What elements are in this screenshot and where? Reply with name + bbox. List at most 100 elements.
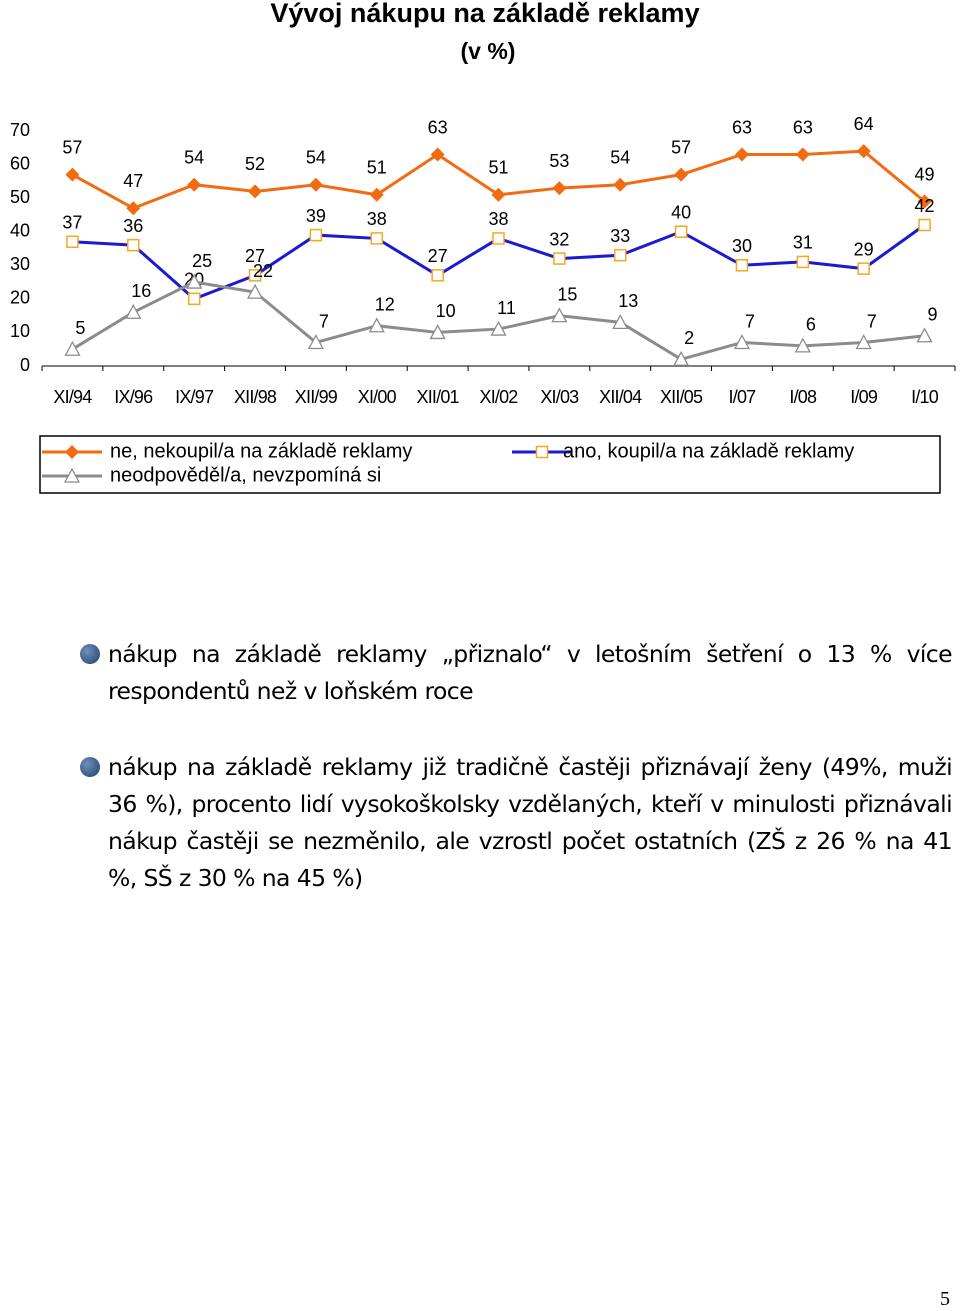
point — [856, 144, 871, 159]
data-label: 2 — [684, 328, 694, 348]
x-tick-label: XI/03 — [540, 387, 579, 407]
point — [307, 334, 324, 350]
point — [733, 334, 751, 350]
data-label: 32 — [549, 229, 569, 249]
data-label: 51 — [488, 158, 508, 178]
point — [795, 147, 810, 162]
point — [855, 334, 872, 350]
legend-label: neodpověděl/a, nevzpomíná si — [110, 464, 381, 486]
data-label: 30 — [732, 236, 752, 256]
data-label: 57 — [671, 137, 691, 157]
data-label: 16 — [131, 281, 151, 301]
data-label: 40 — [671, 202, 691, 222]
point — [491, 187, 506, 202]
x-tick-label: XII/99 — [295, 387, 338, 407]
point — [125, 303, 142, 319]
x-tick-label: XII/04 — [599, 387, 642, 407]
chart: Vývoj nákupu na základě reklamy (v %) 0 1… — [10, 0, 956, 494]
point — [65, 167, 80, 182]
y-tick-label: 60 — [10, 153, 30, 173]
bullet-text: nákup na základě reklamy již tradičně ča… — [108, 753, 953, 892]
data-label: 53 — [549, 151, 569, 171]
legend-marker — [65, 445, 79, 459]
x-tick-label: XII/01 — [417, 387, 460, 407]
point — [794, 337, 811, 353]
data-label: 6 — [806, 315, 816, 335]
data-label: 7 — [745, 311, 755, 331]
x-tick-label: XII/98 — [234, 387, 277, 407]
data-label: 7 — [319, 311, 329, 331]
point — [126, 201, 141, 216]
data-label: 25 — [192, 251, 212, 271]
x-tick-label: I/09 — [850, 387, 878, 407]
point — [796, 255, 810, 269]
data-label: 5 — [75, 318, 85, 338]
data-label: 64 — [854, 114, 874, 134]
point — [613, 177, 628, 192]
point — [674, 225, 688, 238]
point — [186, 273, 203, 289]
data-label: 7 — [867, 311, 877, 331]
data-label: 29 — [854, 239, 874, 259]
legend-label: ne, nekoupil/a na základě reklamy — [110, 440, 412, 462]
data-label: 27 — [245, 246, 265, 266]
y-tick-label: 70 — [10, 120, 30, 140]
data-label: 11 — [497, 298, 516, 318]
data-label: 54 — [610, 147, 630, 167]
point — [368, 317, 385, 333]
point — [187, 292, 201, 306]
point — [857, 262, 870, 275]
data-label: 33 — [610, 226, 630, 246]
point — [187, 177, 202, 192]
bullet-text: nákup na základě reklamy „přiznalo“ v le… — [108, 640, 953, 705]
data-label: 63 — [732, 117, 752, 137]
y-tick-label: 0 — [20, 355, 30, 375]
point — [612, 313, 629, 330]
point — [551, 307, 568, 323]
x-tick-label: XII/05 — [660, 387, 703, 407]
y-tick-label: 30 — [10, 254, 30, 274]
point — [552, 181, 567, 196]
data-label: 54 — [184, 147, 204, 167]
data-label: 54 — [306, 147, 326, 167]
data-label: 39 — [306, 206, 326, 226]
point — [918, 218, 931, 232]
point — [430, 147, 445, 162]
point — [735, 259, 749, 272]
data-label: 27 — [428, 246, 448, 266]
point — [369, 187, 384, 202]
y-tick-label: 40 — [10, 220, 30, 240]
x-tick-label: I/10 — [911, 387, 939, 407]
data-label: 31 — [793, 233, 813, 253]
data-label: 42 — [915, 196, 935, 216]
data-label: 37 — [62, 213, 82, 233]
x-tick-label: XI/00 — [358, 387, 397, 407]
y-tick-label: 20 — [10, 288, 30, 308]
legend-marker — [63, 467, 81, 483]
point — [248, 269, 262, 282]
data-label: 12 — [375, 294, 395, 314]
data-label: 15 — [557, 284, 577, 304]
x-tick-label: XI/94 — [53, 387, 92, 407]
point — [734, 147, 749, 162]
point — [553, 252, 566, 265]
data-label: 13 — [618, 291, 638, 311]
point — [309, 228, 323, 242]
data-label: 63 — [793, 117, 813, 137]
legend-label: ano, koupil/a na základě reklamy — [563, 440, 854, 462]
point — [674, 167, 689, 182]
point — [916, 327, 933, 343]
legend-box — [39, 435, 941, 494]
bullet-icon — [80, 757, 100, 777]
y-tick-label: 10 — [10, 321, 30, 341]
legend-marker — [535, 445, 549, 459]
data-label: 22 — [253, 261, 273, 281]
data-label: 10 — [436, 301, 456, 321]
point — [370, 232, 384, 245]
point — [492, 232, 505, 245]
point — [308, 177, 323, 192]
page-number: 5 — [940, 1288, 950, 1310]
data-label: 38 — [367, 209, 387, 229]
data-label: 9 — [928, 305, 938, 325]
